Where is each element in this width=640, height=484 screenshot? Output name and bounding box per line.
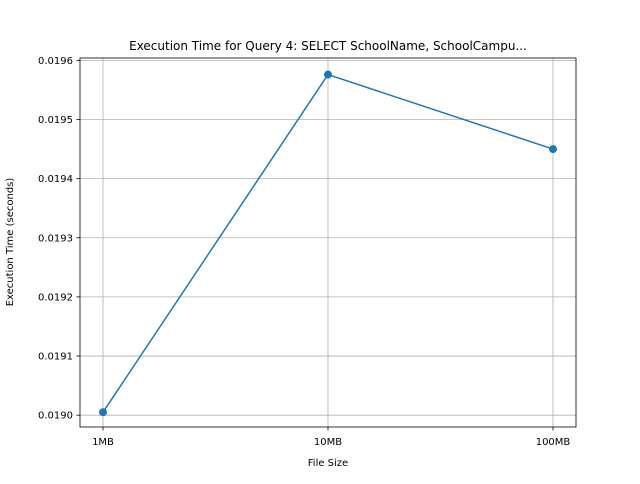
data-point-100mb (549, 145, 557, 154)
x-tick-label: 10MB (314, 437, 342, 448)
x-axis-ticks: 1MB 10MB 100MB (92, 427, 570, 448)
y-tick-label: 0.0192 (38, 292, 73, 303)
data-point-10mb (324, 70, 332, 79)
grid-lines (80, 58, 576, 427)
y-axis-label: Execution Time (seconds) (5, 178, 16, 307)
x-tick-label: 100MB (536, 437, 571, 448)
x-axis-label: File Size (308, 458, 348, 469)
y-tick-label: 0.0193 (38, 233, 73, 244)
series-layer (99, 70, 557, 417)
chart-title: Execution Time for Query 4: SELECT Schoo… (129, 39, 527, 53)
data-point-1mb (99, 408, 107, 417)
y-tick-label: 0.0191 (38, 352, 73, 363)
y-tick-label: 0.0195 (38, 115, 73, 126)
y-tick-label: 0.0194 (38, 174, 73, 185)
y-tick-label: 0.0196 (38, 56, 73, 67)
y-axis-ticks: 0.0190 0.0191 0.0192 0.0193 0.0194 0.0195 0.01… (38, 56, 80, 422)
y-tick-label: 0.0190 (38, 411, 73, 422)
x-tick-label: 1MB (92, 437, 114, 448)
